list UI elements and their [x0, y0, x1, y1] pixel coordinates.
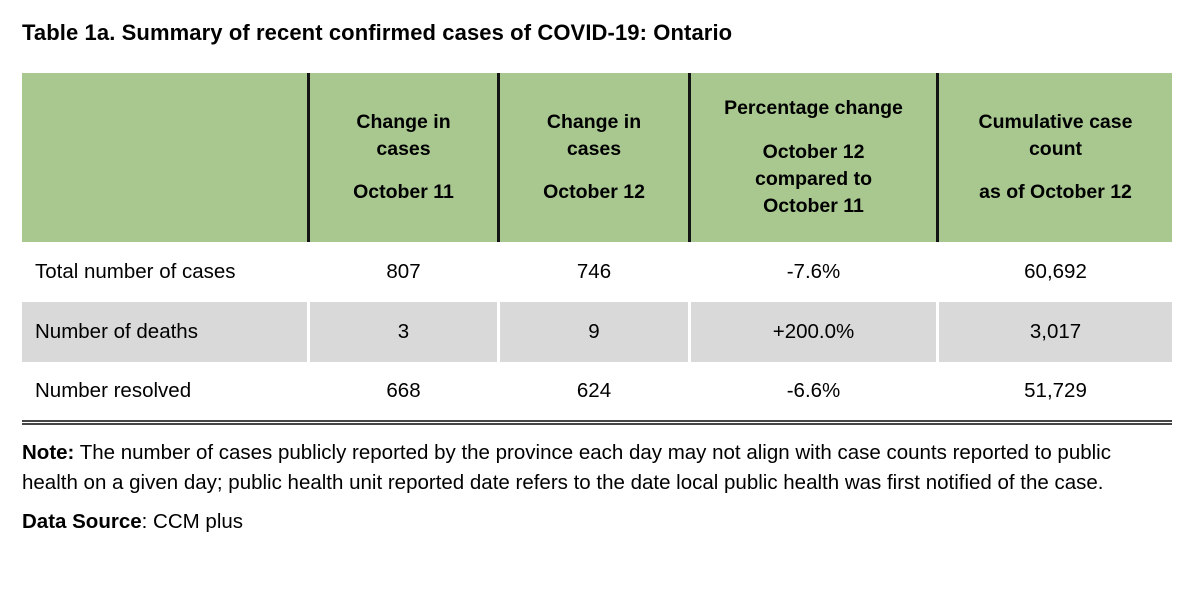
- header-cell-change-oct12: Change in cases October 12: [497, 73, 688, 242]
- header-line: Cumulative case count: [978, 110, 1133, 160]
- page-title: Table 1a. Summary of recent confirmed ca…: [22, 20, 733, 45]
- header-line: October 12: [543, 181, 645, 204]
- header-row: Change in cases October 11 Change in cas…: [22, 73, 1172, 242]
- header-line: October 12 compared to October 11: [754, 141, 873, 217]
- header-line: Percentage change: [724, 97, 903, 120]
- covid-summary-table: Change in cases October 11 Change in cas…: [22, 73, 1172, 425]
- table-header: Change in cases October 11 Change in cas…: [22, 73, 1172, 242]
- table-body: Total number of cases 807 746 -7.6% 60,6…: [22, 242, 1172, 420]
- footnote-text: The number of cases publicly reported by…: [22, 441, 1111, 495]
- header-cell-cumulative-count: Cumulative case count as of October 12: [936, 73, 1172, 242]
- cell-value: 668: [307, 362, 497, 420]
- row-label: Number of deaths: [22, 302, 307, 362]
- header-line: Change in cases: [356, 110, 451, 160]
- row-label: Total number of cases: [35, 260, 236, 283]
- table-row-total-cases: Total number of cases 807 746 -7.6% 60,6…: [22, 242, 1172, 302]
- table-row-resolved: Number resolved 668 624 -6.6% 51,729: [22, 362, 1172, 420]
- cell-value: 3,017: [936, 302, 1172, 362]
- footnote-label: Note:: [22, 441, 75, 464]
- header-cell-percentage-change: Percentage change October 12 compared to…: [688, 73, 936, 242]
- header-line: Change in cases: [546, 110, 642, 160]
- cell-value: -7.6%: [688, 242, 936, 302]
- footnote: Note: The number of cases publicly repor…: [22, 438, 1127, 498]
- cell-value: 807: [307, 242, 497, 302]
- header-line: October 11: [353, 181, 454, 204]
- data-source-label: Data Source: [22, 510, 142, 534]
- cell-value: -6.6%: [688, 362, 936, 420]
- cell-value: 3: [307, 302, 497, 362]
- header-line: as of October 12: [979, 181, 1132, 204]
- cell-value: +200.0%: [688, 302, 936, 362]
- cell-value: 60,692: [936, 242, 1172, 302]
- data-source: Data Source: CCM plus: [22, 507, 1178, 537]
- header-cell-blank: [22, 73, 307, 242]
- table-row-deaths: Number of deaths 3 9 +200.0% 3,017: [22, 302, 1172, 362]
- data-source-text: : CCM plus: [141, 510, 244, 534]
- cell-value: 51,729: [936, 362, 1172, 420]
- row-label: Number resolved: [35, 379, 192, 402]
- page: Table 1a. Summary of recent confirmed ca…: [22, 20, 1178, 537]
- header-cell-change-oct11: Change in cases October 11: [307, 73, 497, 242]
- cell-value: 9: [497, 302, 688, 362]
- cell-value: 746: [497, 242, 688, 302]
- cell-value: 624: [497, 362, 688, 420]
